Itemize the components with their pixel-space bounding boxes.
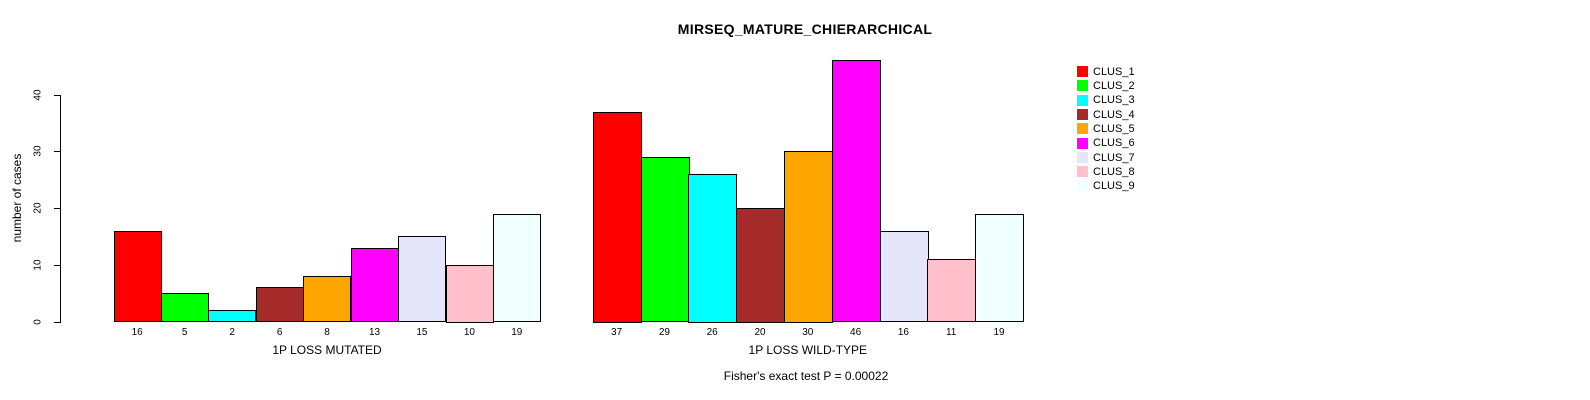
x-tick-label: 2 [229,327,235,338]
legend-swatch [1077,109,1088,120]
legend-item-CLUS_8: CLUS_8 [1077,165,1135,179]
y-tick-label: 20 [32,202,44,214]
y-tick-mark [54,208,60,209]
bar-CLUS_6 [832,60,881,323]
bar-CLUS_2 [161,293,209,323]
y-tick-mark [54,321,60,323]
legend-label: CLUS_5 [1093,122,1135,135]
x-tick-label: 13 [368,327,381,338]
y-axis-line [60,94,61,323]
bar-CLUS_8 [446,264,494,323]
bar-CLUS_9 [493,213,541,323]
bar-CLUS_3 [688,174,737,323]
x-tick-label: 10 [463,327,475,338]
legend-item-CLUS_7: CLUS_7 [1077,151,1135,165]
legend-label: CLUS_1 [1093,65,1135,78]
x-tick-label: 19 [993,327,1005,338]
y-tick-mark [54,151,60,153]
x-tick-label: 26 [706,327,718,338]
legend-swatch [1077,80,1088,92]
bar-CLUS_9 [975,213,1024,323]
bar-CLUS_8 [927,259,976,323]
bar-CLUS_2 [641,156,690,323]
plot-title: MIRSEQ_MATURE_CHIERARCHICAL [677,21,933,37]
bar-CLUS_7 [398,236,446,323]
y-tick-mark [54,264,60,266]
legend-label: CLUS_8 [1093,165,1135,178]
legend-label: CLUS_2 [1093,79,1135,92]
x-tick-label: 8 [324,327,330,338]
legend-item-CLUS_1: CLUS_1 [1077,65,1135,79]
x-axis-title: 1P LOSS MUTATED [272,343,382,357]
legend-item-CLUS_6: CLUS_6 [1077,136,1135,150]
legend-item-CLUS_2: CLUS_2 [1077,79,1135,93]
y-axis-label: number of cases [10,153,24,243]
legend-swatch [1077,152,1088,163]
bar-CLUS_3 [208,310,256,323]
bar-CLUS_4 [736,208,785,323]
x-tick-label: 29 [658,327,670,338]
x-axis-title: 1P LOSS WILD-TYPE [748,343,868,357]
legend-label: CLUS_3 [1093,94,1135,107]
x-tick-label: 6 [276,327,283,338]
legend-swatch [1077,123,1088,135]
fisher-test-annotation: Fisher's exact test P = 0.00022 [723,369,889,383]
legend-label: CLUS_9 [1093,180,1135,193]
x-tick-label: 19 [511,327,523,338]
bar-CLUS_4 [256,287,304,323]
x-tick-label: 37 [611,327,623,338]
bar-CLUS_7 [880,230,929,323]
legend-item-CLUS_4: CLUS_4 [1077,108,1135,122]
legend-swatch [1077,137,1088,149]
legend-item-CLUS_5: CLUS_5 [1077,122,1135,136]
bar-CLUS_5 [784,151,833,323]
x-tick-label: 30 [802,327,814,338]
x-tick-label: 15 [416,327,428,338]
x-tick-label: 46 [850,327,862,338]
y-tick-label: 40 [32,88,44,101]
x-tick-label: 11 [945,327,957,338]
legend-swatch [1077,180,1088,192]
legend-swatch [1077,166,1088,178]
x-tick-label: 16 [131,327,143,338]
y-tick-label: 0 [32,318,44,325]
x-tick-label: 16 [897,327,909,338]
bar-CLUS_5 [303,276,351,323]
legend-label: CLUS_4 [1093,108,1135,121]
bar-CLUS_1 [593,111,642,323]
bar-CLUS_6 [351,247,399,323]
legend-label: CLUS_7 [1093,151,1135,164]
bar-CLUS_1 [114,230,162,323]
legend-item-CLUS_3: CLUS_3 [1077,93,1135,107]
y-tick-label: 10 [32,259,44,271]
y-tick-mark [54,94,60,96]
x-tick-label: 20 [754,327,766,338]
legend-label: CLUS_6 [1093,137,1135,150]
y-tick-label: 30 [32,145,44,157]
legend-swatch [1077,94,1088,106]
legend-item-CLUS_9: CLUS_9 [1077,179,1135,193]
legend-swatch [1077,66,1088,77]
x-tick-label: 5 [181,327,188,338]
